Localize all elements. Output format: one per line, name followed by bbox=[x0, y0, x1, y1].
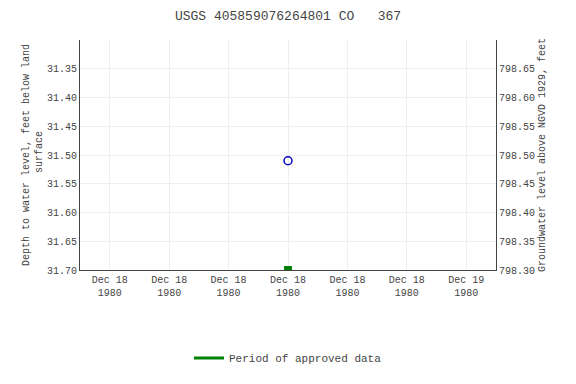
svg-text:31.35: 31.35 bbox=[47, 64, 77, 75]
svg-text:Period of approved data: Period of approved data bbox=[229, 353, 381, 365]
svg-text:31.60: 31.60 bbox=[47, 208, 77, 219]
svg-text:Groundwater level above NGVD 1: Groundwater level above NGVD 1929, feet bbox=[537, 38, 548, 272]
svg-text:Dec 181980: Dec 181980 bbox=[329, 275, 365, 299]
svg-text:31.65: 31.65 bbox=[47, 237, 77, 248]
svg-text:Dec 181980: Dec 181980 bbox=[270, 275, 306, 299]
svg-text:31.55: 31.55 bbox=[47, 179, 77, 190]
svg-text:Dec 181980: Dec 181980 bbox=[151, 275, 187, 299]
svg-text:798.45: 798.45 bbox=[499, 179, 535, 190]
svg-text:31.50: 31.50 bbox=[47, 151, 77, 162]
svg-text:Depth to water level, feet bel: Depth to water level, feet below land su… bbox=[21, 44, 45, 266]
svg-text:798.60: 798.60 bbox=[499, 93, 535, 104]
svg-text:798.35: 798.35 bbox=[499, 237, 535, 248]
svg-text:USGS 405859076264801 CO 367: USGS 405859076264801 CO 367 bbox=[175, 9, 401, 24]
svg-text:798.50: 798.50 bbox=[499, 151, 535, 162]
svg-text:Dec 191980: Dec 191980 bbox=[448, 275, 484, 299]
svg-text:31.70: 31.70 bbox=[47, 266, 77, 277]
svg-text:Dec 181980: Dec 181980 bbox=[389, 275, 425, 299]
svg-text:Dec 181980: Dec 181980 bbox=[92, 275, 128, 299]
svg-text:798.30: 798.30 bbox=[499, 266, 535, 277]
svg-text:Dec 181980: Dec 181980 bbox=[211, 275, 247, 299]
svg-text:798.40: 798.40 bbox=[499, 208, 535, 219]
svg-text:31.40: 31.40 bbox=[47, 93, 77, 104]
svg-text:798.65: 798.65 bbox=[499, 64, 535, 75]
svg-text:798.55: 798.55 bbox=[499, 122, 535, 133]
svg-text:31.45: 31.45 bbox=[47, 122, 77, 133]
